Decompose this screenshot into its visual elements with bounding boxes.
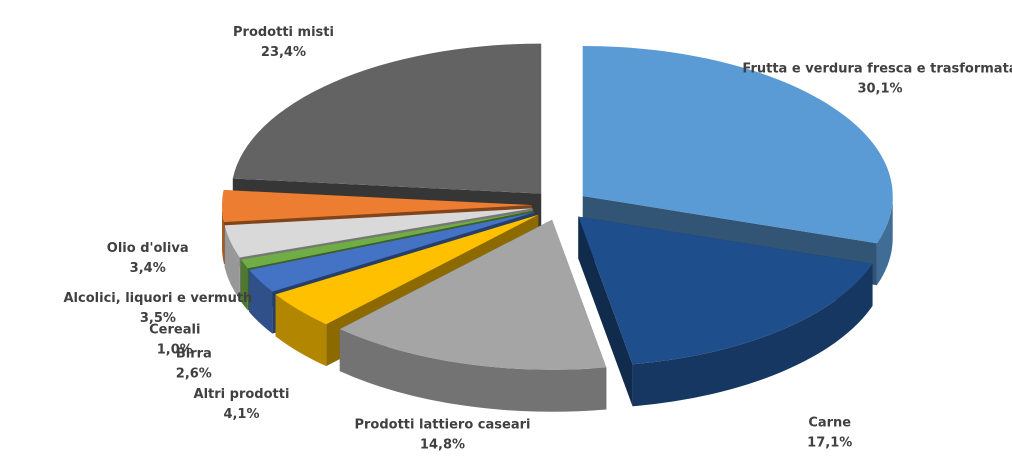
- slice-value: 2,6%: [176, 366, 212, 381]
- slice-value: 3,5%: [140, 311, 176, 326]
- slice: [240, 210, 534, 269]
- slice-label: Altri prodotti: [194, 387, 290, 402]
- slice-value: 14,8%: [420, 438, 465, 453]
- slice-label: Prodotti misti: [233, 25, 334, 40]
- slice-wall: [224, 225, 240, 300]
- slice: [339, 219, 607, 370]
- slice-label: Birra: [176, 346, 212, 361]
- slice: [275, 214, 539, 325]
- slice: [224, 208, 533, 258]
- slice-wall: [249, 269, 273, 334]
- slice-value: 3,4%: [130, 261, 166, 276]
- slice-label: Alcolici, liquori e vermuth: [64, 291, 253, 306]
- slice: [578, 216, 873, 365]
- slice-value: 1,0%: [157, 342, 193, 357]
- slice-value: 4,1%: [223, 407, 259, 422]
- slice: [232, 43, 542, 194]
- slice: [249, 212, 536, 292]
- slice: [222, 190, 533, 223]
- slice-wall: [240, 259, 248, 311]
- slice-label: Prodotti lattiero caseari: [354, 418, 530, 433]
- slice-value: 17,1%: [807, 435, 852, 450]
- slice-wall: [876, 195, 893, 286]
- slice-wall: [632, 263, 873, 407]
- slice-wall: [339, 329, 607, 412]
- slice-wall: [222, 205, 224, 265]
- slice-wall: [275, 294, 327, 367]
- slice-label: Olio d'oliva: [107, 241, 189, 256]
- slice-value: 30,1%: [857, 81, 902, 96]
- slice-value: 23,4%: [261, 45, 306, 60]
- slice-label: Carne: [808, 415, 851, 430]
- slice-label: Frutta e verdura fresca e trasformata: [742, 61, 1012, 76]
- slice-label: Cereali: [149, 322, 200, 337]
- slice: [582, 45, 893, 244]
- slice-side: [578, 216, 633, 407]
